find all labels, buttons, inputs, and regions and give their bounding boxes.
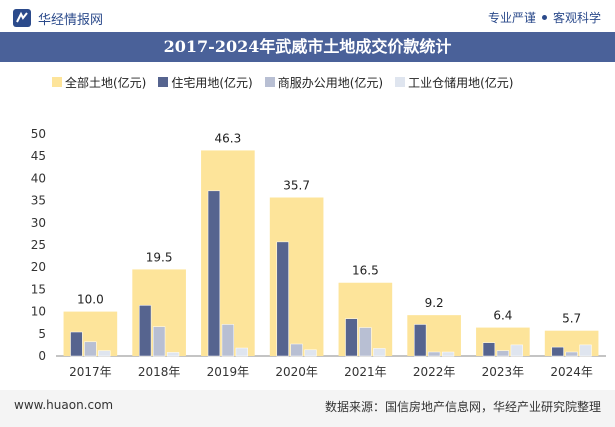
brand[interactable]: 华经情报网 — [12, 7, 103, 29]
bar-commercial — [221, 324, 235, 357]
legend-label-commercial: 商服办公用地(亿元) — [277, 75, 384, 90]
bar-industrial — [304, 349, 317, 357]
legend-swatch-residential — [158, 77, 169, 87]
bar-commercial — [427, 351, 441, 357]
x-tick-label: 2021年 — [344, 365, 387, 379]
bar-industrial — [373, 348, 386, 357]
y-tick-label: 35 — [31, 194, 46, 208]
legend: 全部土地(亿元) 住宅用地(亿元) 商服办公用地(亿元) 工业仓储用地(亿元) — [52, 72, 526, 92]
y-tick-label: 5 — [38, 327, 46, 341]
bar-residential — [207, 190, 221, 357]
bar-commercial — [359, 327, 372, 357]
bar-commercial — [565, 351, 578, 357]
legend-swatch-commercial — [264, 77, 275, 87]
bar-total-label: 6.4 — [493, 309, 512, 323]
bar-residential — [345, 318, 358, 357]
bar-total-label: 16.5 — [352, 264, 379, 278]
slogan-dot-icon — [541, 15, 547, 20]
legend-label-residential: 住宅用地(亿元) — [171, 75, 253, 90]
legend-swatch-total — [52, 77, 62, 87]
bar-residential — [70, 331, 83, 357]
bar-residential — [414, 324, 427, 357]
y-tick-label: 45 — [31, 149, 46, 163]
y-tick-label: 40 — [31, 171, 46, 185]
chart-title: 2017-2024年武威市土地成交价款统计 — [0, 32, 615, 62]
bar-total-label: 5.7 — [562, 312, 581, 326]
bar-commercial — [496, 350, 510, 357]
bar-residential — [482, 342, 496, 357]
bar-industrial — [441, 351, 455, 357]
slogan-right: 客观科学 — [552, 11, 601, 25]
top-header: 华经情报网 专业严谨 客观科学 — [0, 0, 615, 36]
y-tick-label: 10 — [31, 305, 46, 319]
bar-commercial — [152, 326, 166, 357]
x-tick-label: 2020年 — [275, 365, 318, 379]
bar-industrial — [166, 352, 180, 357]
footer — [0, 390, 615, 427]
bar-industrial — [235, 347, 248, 357]
brand-logo-icon — [13, 9, 31, 27]
legend-item-total: 全部土地(亿元) — [52, 74, 146, 91]
y-tick-label: 15 — [31, 282, 46, 296]
y-tick-label: 25 — [31, 238, 46, 252]
y-tick-label: 0 — [38, 349, 46, 363]
legend-item-industrial: 工业仓储用地(亿元) — [395, 74, 514, 91]
bar-total-label: 46.3 — [215, 131, 242, 145]
legend-item-residential: 住宅用地(亿元) — [158, 74, 253, 91]
x-tick-label: 2018年 — [138, 365, 181, 379]
y-tick-label: 20 — [31, 260, 46, 274]
bar-residential — [139, 305, 152, 357]
y-tick-label: 50 — [31, 127, 46, 141]
slogan: 专业严谨 客观科学 — [488, 9, 601, 26]
brand-name: 华经情报网 — [38, 12, 104, 28]
bar-total-label: 9.2 — [425, 296, 444, 310]
bar-commercial — [290, 343, 303, 357]
footer-website[interactable]: www.huaon.com — [14, 398, 114, 412]
bar-total-label: 19.5 — [146, 250, 173, 264]
legend-swatch-industrial — [395, 77, 406, 87]
x-tick-label: 2017年 — [69, 365, 112, 379]
bar-total-label: 10.0 — [77, 293, 104, 307]
bar-industrial — [98, 350, 111, 357]
slogan-left: 专业严谨 — [487, 11, 536, 25]
legend-label-industrial: 工业仓储用地(亿元) — [408, 75, 514, 90]
bar-total-label: 35.7 — [283, 178, 310, 192]
bar-residential — [276, 241, 289, 357]
legend-item-commercial: 商服办公用地(亿元) — [264, 74, 384, 91]
bar-commercial — [84, 341, 97, 357]
x-tick-label: 2024年 — [550, 365, 593, 379]
x-tick-label: 2022年 — [413, 365, 456, 379]
bar-industrial — [510, 344, 523, 357]
y-tick-label: 30 — [31, 216, 46, 230]
bar-residential — [551, 346, 564, 357]
x-tick-label: 2019年 — [207, 365, 250, 379]
legend-label-total: 全部土地(亿元) — [65, 75, 147, 90]
bar-chart: 0 5 10 15 20 25 30 35 40 45 50 10.0 2017年 19.5 2018年 46… — [31, 127, 606, 379]
footer-source: 数据来源：国信房地产信息网，华经产业研究院整理 — [324, 400, 601, 414]
bar-industrial — [579, 344, 592, 357]
x-tick-label: 2023年 — [482, 365, 525, 379]
